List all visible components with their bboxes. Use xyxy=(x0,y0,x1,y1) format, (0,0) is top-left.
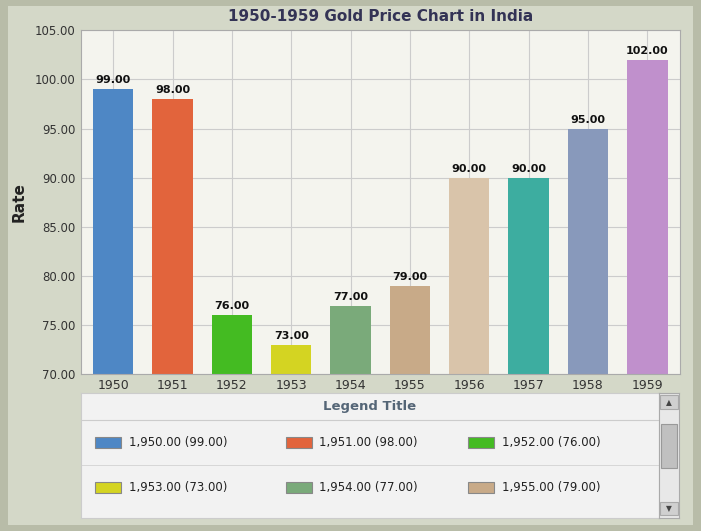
Text: 99.00: 99.00 xyxy=(95,75,131,85)
Text: 1,951.00 (98.00): 1,951.00 (98.00) xyxy=(320,436,418,449)
FancyBboxPatch shape xyxy=(660,396,678,409)
Bar xyxy=(390,286,430,374)
Text: ▼: ▼ xyxy=(666,504,672,513)
Bar xyxy=(449,178,489,374)
Text: 1,955.00 (79.00): 1,955.00 (79.00) xyxy=(502,481,600,494)
Bar xyxy=(627,60,667,374)
FancyBboxPatch shape xyxy=(95,482,121,493)
Bar xyxy=(93,89,133,374)
Text: 77.00: 77.00 xyxy=(333,292,368,302)
FancyBboxPatch shape xyxy=(286,482,312,493)
FancyBboxPatch shape xyxy=(95,437,121,449)
Text: 1,950.00 (99.00): 1,950.00 (99.00) xyxy=(128,436,227,449)
X-axis label: Year: Year xyxy=(361,400,400,416)
FancyBboxPatch shape xyxy=(468,482,494,493)
Bar xyxy=(508,178,549,374)
Bar xyxy=(271,345,311,374)
FancyBboxPatch shape xyxy=(660,501,678,515)
Bar xyxy=(152,99,193,374)
FancyBboxPatch shape xyxy=(661,424,676,468)
Bar xyxy=(212,315,252,374)
FancyBboxPatch shape xyxy=(286,437,312,449)
Title: 1950-1959 Gold Price Chart in India: 1950-1959 Gold Price Chart in India xyxy=(228,8,533,23)
Text: 1,953.00 (73.00): 1,953.00 (73.00) xyxy=(128,481,227,494)
Y-axis label: Rate: Rate xyxy=(12,182,27,222)
Bar xyxy=(330,305,371,374)
Text: 90.00: 90.00 xyxy=(511,164,546,174)
Bar xyxy=(568,129,608,374)
Text: 1,954.00 (77.00): 1,954.00 (77.00) xyxy=(320,481,418,494)
Text: 90.00: 90.00 xyxy=(452,164,486,174)
Text: 95.00: 95.00 xyxy=(571,115,606,125)
Text: ▲: ▲ xyxy=(666,398,672,407)
Text: Legend Title: Legend Title xyxy=(323,399,416,413)
Text: 79.00: 79.00 xyxy=(393,272,428,282)
Text: 76.00: 76.00 xyxy=(215,302,250,312)
Text: 102.00: 102.00 xyxy=(626,46,669,56)
FancyBboxPatch shape xyxy=(468,437,494,449)
Text: 1,952.00 (76.00): 1,952.00 (76.00) xyxy=(502,436,600,449)
Text: 98.00: 98.00 xyxy=(155,85,190,95)
Text: 73.00: 73.00 xyxy=(274,331,308,341)
